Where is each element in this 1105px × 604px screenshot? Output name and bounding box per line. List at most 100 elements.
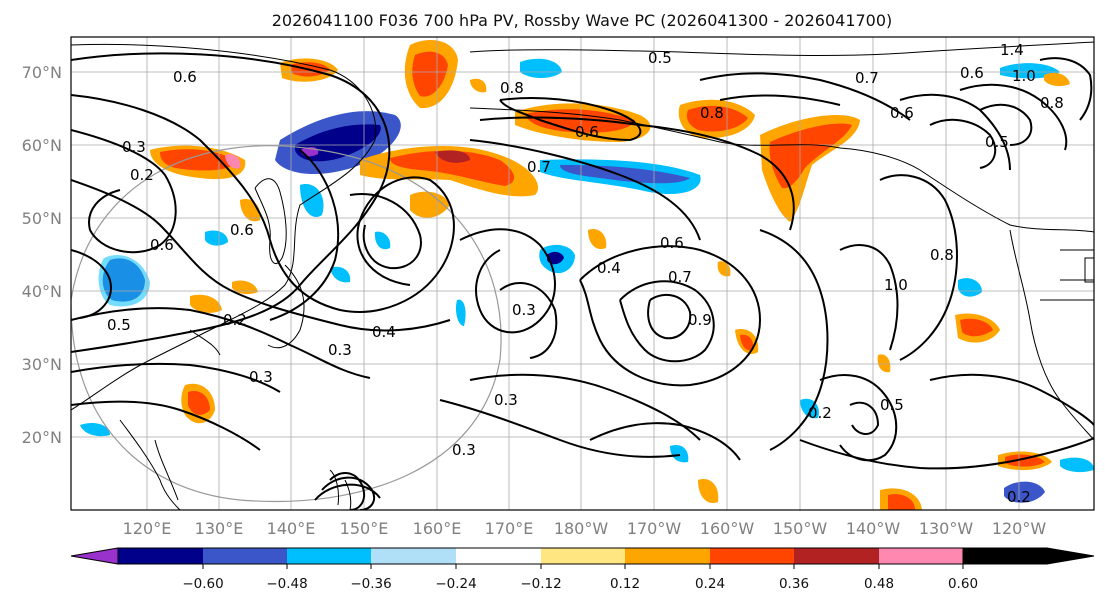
contour-label: 0.3 <box>452 441 476 459</box>
anomaly-pos-okhotsk-core <box>390 150 515 186</box>
anomaly-pos-s4 <box>588 228 607 250</box>
colorbar-segment <box>710 548 794 564</box>
anomaly-neg-bering-core <box>560 165 690 184</box>
lon-label: 120°E <box>123 519 172 538</box>
contour-label: 0.3 <box>328 341 352 359</box>
colorbar-segment <box>456 548 541 564</box>
anomaly-neg-w-small6 <box>670 444 689 463</box>
colorbar-segment <box>794 548 879 564</box>
lon-label: 180°W <box>554 519 609 538</box>
colorbar: −0.60 −0.48 −0.36 −0.24 −0.12 0.12 0.24 … <box>70 547 1095 592</box>
lon-label: 150°W <box>773 519 828 538</box>
anomaly-pos-w-core <box>160 149 238 171</box>
anomaly-pos-okhotsk-center <box>435 150 470 163</box>
anomaly-neg-japan-edge <box>98 255 150 307</box>
colorbar-extend-min <box>70 547 119 565</box>
contour-label: 0.2 <box>1007 488 1031 506</box>
colorbar-tick-label: 0.60 <box>948 576 978 592</box>
colorbar-segment <box>625 548 710 564</box>
contour-label: 0.2 <box>130 166 154 184</box>
anomaly-pos-north1-core <box>412 51 448 97</box>
anomaly-neg-w-small2 <box>374 231 391 250</box>
colorbar-tick-label: −0.60 <box>182 576 223 592</box>
contour-label: 0.3 <box>249 368 273 386</box>
anomaly-pos-w-center <box>225 154 241 169</box>
anomaly-pos-se1-core <box>960 318 993 337</box>
anomaly-pos-s5 <box>410 191 450 218</box>
anomaly-neg-east <box>958 278 982 297</box>
colorbar-segment <box>118 548 203 564</box>
anomaly-pos-bering-west-core <box>525 109 635 133</box>
pv-contours <box>71 52 1094 510</box>
lat-label: 50°N <box>22 209 62 228</box>
anomaly-pos-se2-core <box>1005 454 1045 467</box>
contour-label: 0.3 <box>512 301 536 319</box>
colorbar-segment <box>203 548 287 564</box>
lat-label: 60°N <box>22 136 62 155</box>
contour-label: 0.5 <box>648 49 672 67</box>
contour-label: 0.6 <box>890 104 914 122</box>
anomaly-neg-alaska <box>520 58 562 78</box>
contour-label: 0.6 <box>960 64 984 82</box>
contour-label: 0.8 <box>1040 94 1064 112</box>
anomaly-pos-s11 <box>470 78 487 93</box>
anomaly-neg-w-small5 <box>80 423 110 437</box>
contour-label: 0.9 <box>688 311 712 329</box>
coastlines <box>71 41 1094 510</box>
lon-label: 140°W <box>846 519 901 538</box>
lon-label: 130°W <box>919 519 974 538</box>
anomaly-pos-bering-east-core <box>686 105 748 132</box>
colorbar-tick-label: 0.48 <box>864 576 894 592</box>
contour-label: 0.5 <box>107 316 131 334</box>
colorbar-segment <box>287 548 371 564</box>
contour-label: 1.0 <box>1012 67 1036 85</box>
anomaly-shading <box>80 40 1094 510</box>
contour-labels: 0.6 0.3 0.2 0.6 0.8 0.6 0.5 0.7 0.6 0.7 … <box>107 41 1064 506</box>
colorbar-segment <box>879 548 963 564</box>
lat-label: 40°N <box>22 282 62 301</box>
contour-label: 0.7 <box>668 268 692 286</box>
contour-label: 0.2 <box>808 404 832 422</box>
colorbar-ticks <box>202 564 964 569</box>
contour-label: 1.4 <box>1000 41 1024 59</box>
lat-label: 70°N <box>22 63 62 82</box>
contour-label: 0.7 <box>855 69 879 87</box>
anomaly-pos-s9 <box>877 354 891 373</box>
lon-label: 160°E <box>413 519 462 538</box>
colorbar-segment <box>541 548 625 564</box>
anomaly-pos-s12 <box>1044 72 1070 87</box>
contour-label: 0.2 <box>223 311 247 329</box>
anomaly-neg-se <box>1004 481 1045 503</box>
plot-frame <box>70 36 1095 511</box>
contour-label: 0.6 <box>230 221 254 239</box>
lat-label: 20°N <box>22 428 62 447</box>
colorbar-tick-label: 0.12 <box>610 576 640 592</box>
lon-label: 140°E <box>267 519 316 538</box>
anomaly-neg-180-core <box>547 251 564 265</box>
contour-label: 0.7 <box>527 158 551 176</box>
lat-label: 30°N <box>22 355 62 374</box>
anomaly-pos-s1-core <box>888 494 915 510</box>
colorbar-segments <box>70 547 1095 565</box>
anomaly-pos-s2 <box>698 479 719 504</box>
contour-label: 0.6 <box>173 68 197 86</box>
contour-label: 0.8 <box>500 79 524 97</box>
contour-label: 1.0 <box>884 276 908 294</box>
contour-label: 0.5 <box>880 396 904 414</box>
contour-label: 0.6 <box>575 123 599 141</box>
lon-label: 120°W <box>992 519 1047 538</box>
contour-label: 0.8 <box>930 246 954 264</box>
anomaly-pos-s3-core <box>740 334 754 351</box>
lon-label: 170°W <box>627 519 682 538</box>
lon-label: 170°E <box>485 519 534 538</box>
colorbar-tick-label: −0.36 <box>350 576 391 592</box>
contour-label: 0.6 <box>660 234 684 252</box>
anomaly-neg-w-small3 <box>455 299 466 326</box>
colorbar-tick-label: 0.36 <box>779 576 809 592</box>
anomaly-neg-se2 <box>1060 457 1094 473</box>
colorbar-extend-max <box>962 547 1095 565</box>
contour-label: 0.4 <box>597 259 621 277</box>
anomaly-neg-w-small4 <box>300 184 324 217</box>
anomaly-neg-w-small9 <box>330 266 351 283</box>
lon-axis: 120°E 130°E 140°E 150°E 160°E 170°E 180°… <box>123 519 1047 538</box>
